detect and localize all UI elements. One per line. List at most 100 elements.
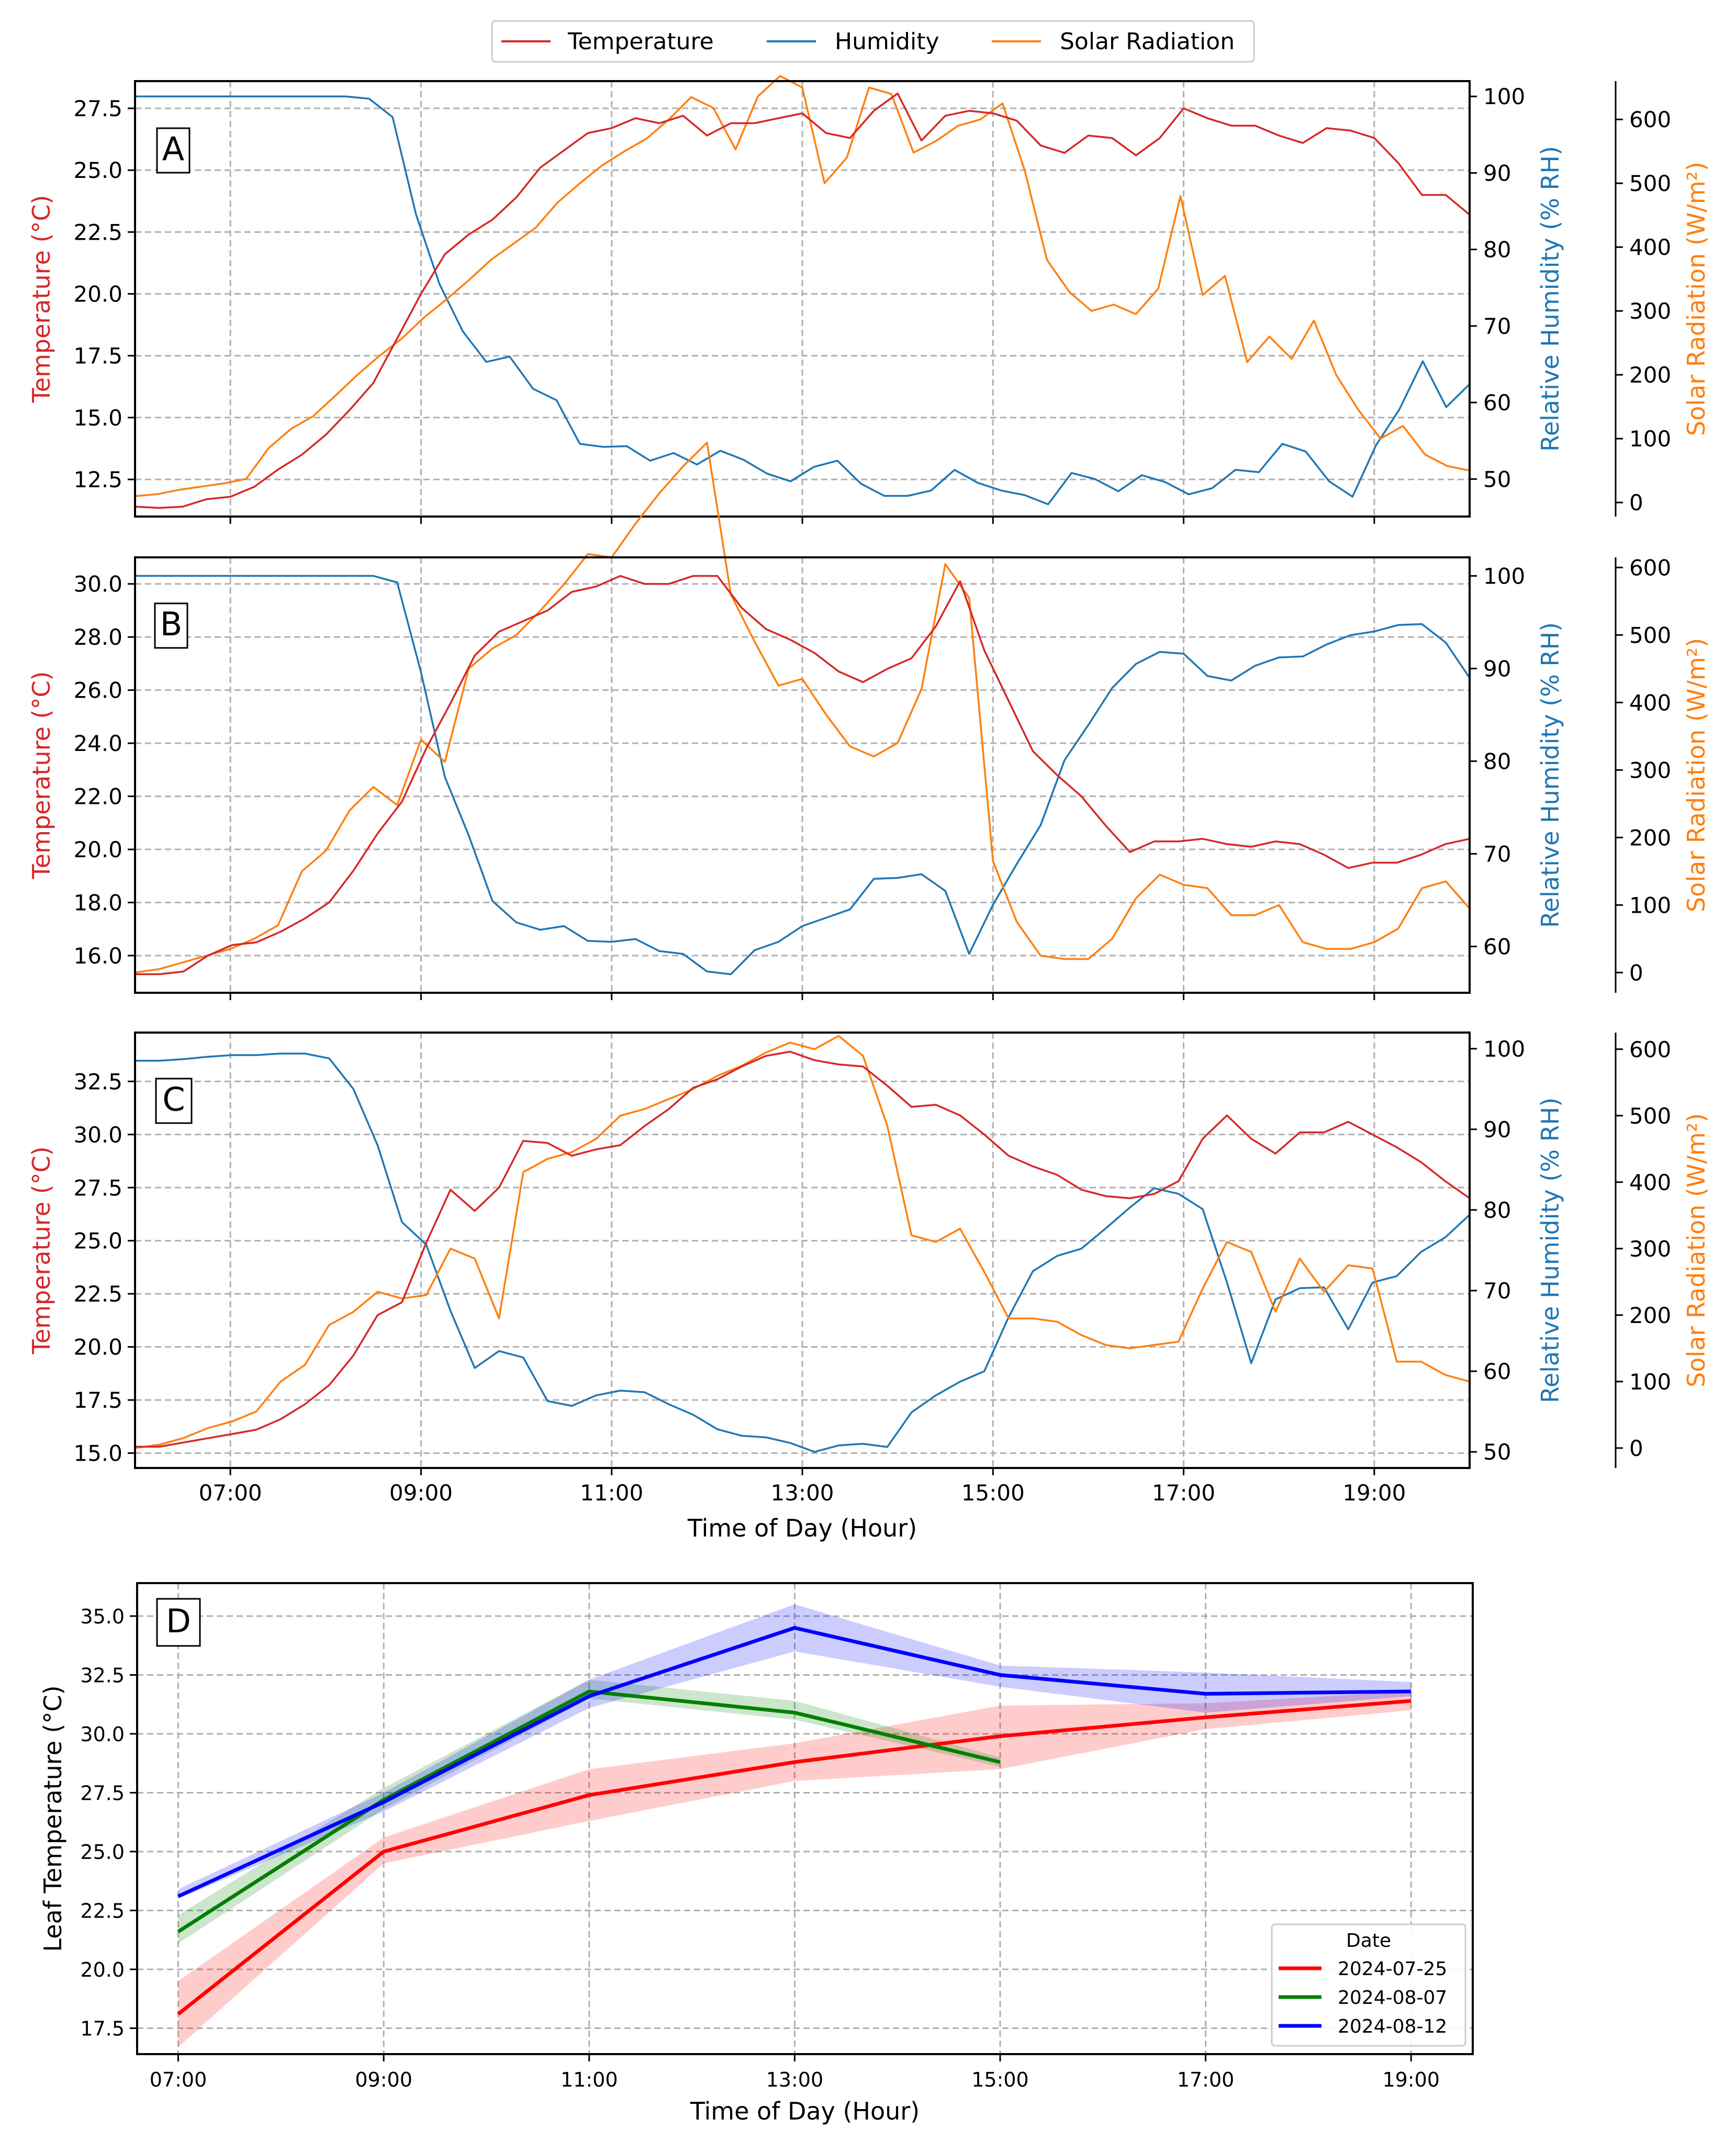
panel-c: 07:00 09:00 11:00 13:00 15:00 17:00 19:00 15.0 1… — [27, 1032, 1710, 1542]
panel-d-xtick-label: 11:00 — [561, 2068, 618, 2091]
panel-b-solar-tick-label: 400 — [1629, 690, 1671, 715]
panel-b-solar-tick-label: 200 — [1629, 825, 1671, 850]
panel-a-hum-tick-label: 70 — [1483, 313, 1511, 339]
panel-a-temperature-line — [135, 92, 1471, 509]
panel-b-series — [135, 441, 1471, 976]
panel-c-hum-tick-label: 60 — [1483, 1359, 1511, 1384]
figure-legend: Temperature Humidity Solar Radiation — [491, 20, 1255, 63]
panel-c-temp-tick-label: 32.5 — [73, 1069, 122, 1094]
panel-c-temp-tick-label: 22.5 — [73, 1281, 122, 1307]
panel-b-ylabel-temp: Temperature (°C) — [27, 671, 55, 879]
panel-c-temp-tick-label: 30.0 — [73, 1122, 122, 1148]
panel-a-hum-tick-label: 100 — [1483, 84, 1525, 109]
panel-b-label-box — [154, 602, 188, 649]
panel-b-ylabel-solar: Solar Radiation (W/m²) — [1682, 638, 1710, 912]
panel-d-ticks: 07:00 09:00 11:00 13:00 15:00 17:00 19:00 17.5 2… — [80, 1605, 1440, 2091]
panel-d-line-3 — [177, 1626, 1412, 1898]
panel-d-ytick-label: 17.5 — [80, 2017, 125, 2041]
panel-c-temp-tick-label: 15.0 — [73, 1441, 122, 1466]
panel-c-ticks: 07:00 09:00 11:00 13:00 15:00 17:00 19:00 15.0 1… — [73, 1033, 1671, 1506]
panel-b-solar-tick-label: 300 — [1629, 757, 1671, 783]
panel-c-hum-tick-label: 90 — [1483, 1117, 1511, 1142]
panel-d-legend-title: Date — [1346, 1930, 1391, 1952]
panel-a-temp-tick-label: 12.5 — [73, 467, 122, 492]
panel-b-solar-tick-label: 500 — [1629, 622, 1671, 648]
panel-b-solar-line — [135, 441, 1471, 974]
panel-d-legend-label-2: 2024-08-07 — [1338, 1987, 1447, 2009]
panel-a-ticks: 12.5 15.0 17.5 20.0 22.5 25.0 27.5 50 60 70 80 90 10… — [73, 81, 1671, 524]
panel-a-temp-tick-label: 25.0 — [73, 158, 122, 183]
panel-d-ytick-label: 30.0 — [80, 1723, 125, 1746]
panel-a-temp-tick-label: 27.5 — [73, 96, 122, 121]
panel-a-ylabel-temp: Temperature (°C) — [27, 195, 55, 403]
panel-b-temperature-line — [135, 575, 1470, 976]
panel-d-xtick-label: 09:00 — [355, 2068, 412, 2091]
panel-d-series — [177, 1604, 1412, 2047]
panel-a-hum-tick-label: 60 — [1483, 390, 1511, 416]
panel-d-xtick-label: 17:00 — [1177, 2068, 1235, 2091]
panel-d-ytick-label: 27.5 — [80, 1782, 125, 1805]
panel-a-hum-tick-label: 80 — [1483, 237, 1511, 263]
panel-a-solar-tick-label: 200 — [1629, 362, 1671, 388]
panel-a-ylabel-humidity: Relative Humidity (% RH) — [1536, 146, 1564, 452]
panel-d-ytick-label: 25.0 — [80, 1841, 125, 1864]
panel-a-hum-tick-label: 90 — [1483, 160, 1511, 186]
panel-c-label: C — [162, 1080, 185, 1118]
panel-b-ylabel-humidity: Relative Humidity (% RH) — [1536, 622, 1564, 928]
legend-label-solar-radiation: Solar Radiation — [1060, 28, 1235, 55]
panel-c-xtick-label: 19:00 — [1342, 1480, 1406, 1506]
panel-b-temp-tick-label: 20.0 — [73, 837, 122, 862]
panel-d-ytick-label: 32.5 — [80, 1664, 125, 1687]
panel-c-grid — [135, 1033, 1470, 1468]
legend-label-temperature: Temperature — [567, 28, 714, 55]
panel-b-temp-tick-label: 28.0 — [73, 624, 122, 650]
panel-d-xtick-label: 15:00 — [971, 2068, 1029, 2091]
panel-d-legend-label-1: 2024-07-25 — [1338, 1958, 1447, 1980]
panel-d-ytick-label: 20.0 — [80, 1958, 125, 1981]
panel-b-grid — [135, 557, 1470, 993]
panel-c-temp-tick-label: 20.0 — [73, 1335, 122, 1360]
panel-d-band-3 — [178, 1604, 1412, 1899]
panel-a-ylabel-solar: Solar Radiation (W/m²) — [1682, 162, 1710, 436]
panel-c-hum-tick-label: 70 — [1483, 1278, 1511, 1304]
panel-c-solar-tick-label: 600 — [1629, 1037, 1671, 1062]
panel-c-solar-tick-label: 300 — [1629, 1236, 1671, 1262]
panel-d-xtick-label: 13:00 — [766, 2068, 824, 2091]
panel-b-label: B — [160, 605, 183, 643]
panel-b-temp-tick-label: 18.0 — [73, 890, 122, 916]
panel-b-hum-tick-label: 100 — [1483, 563, 1525, 589]
panel-c-xtick-label: 15:00 — [961, 1480, 1025, 1506]
panel-a-temp-tick-label: 15.0 — [73, 405, 122, 431]
panel-d-xtick-label: 07:00 — [150, 2068, 207, 2091]
panel-d-legend: Date 2024-07-25 2024-08-07 2024-08-12 — [1271, 1923, 1466, 2047]
panel-c-temp-tick-label: 25.0 — [73, 1228, 122, 1254]
panel-d-line-2 — [177, 1689, 1001, 1933]
panel-d-frame — [136, 1582, 1474, 2055]
panel-b-temp-tick-label: 16.0 — [73, 943, 122, 969]
panel-c-label-box — [155, 1078, 193, 1124]
panel-a: 12.5 15.0 17.5 20.0 22.5 25.0 27.5 50 60 70 80 90 10… — [27, 75, 1710, 524]
panel-a-hum-tick-label: 50 — [1483, 466, 1511, 492]
panel-c-temp-tick-label: 27.5 — [73, 1175, 122, 1201]
panel-d-legend-label-3: 2024-08-12 — [1338, 2016, 1447, 2037]
panel-c-hum-tick-label: 80 — [1483, 1197, 1511, 1223]
panel-a-label: A — [162, 130, 184, 168]
panel-c-xtick-label: 09:00 — [389, 1480, 453, 1506]
panel-b-temp-tick-label: 26.0 — [73, 678, 122, 703]
panel-a-solar-tick-label: 400 — [1629, 234, 1671, 260]
panel-c-solar-tick-label: 400 — [1629, 1170, 1671, 1195]
panel-a-grid — [135, 81, 1470, 517]
panel-a-temp-tick-label: 17.5 — [73, 343, 122, 369]
panel-a-solar-tick-label: 600 — [1629, 107, 1671, 132]
panel-c-temp-tick-label: 17.5 — [73, 1387, 122, 1413]
panel-b: 16.0 18.0 20.0 22.0 24.0 26.0 28.0 30.0 60 70 80 90… — [27, 441, 1710, 1000]
panel-c-ylabel-temp: Temperature (°C) — [27, 1146, 55, 1354]
panel-d-label-box — [156, 1598, 201, 1647]
panel-d-line-1 — [177, 1699, 1412, 2016]
panel-a-temp-tick-label: 20.0 — [73, 282, 122, 307]
panel-c-solar-line — [135, 1035, 1470, 1449]
panel-b-ticks: 16.0 18.0 20.0 22.0 24.0 26.0 28.0 30.0 60 70 80 90… — [73, 555, 1671, 1000]
panel-c-xtick-label: 11:00 — [580, 1480, 643, 1506]
panel-a-temp-tick-label: 22.5 — [73, 219, 122, 245]
